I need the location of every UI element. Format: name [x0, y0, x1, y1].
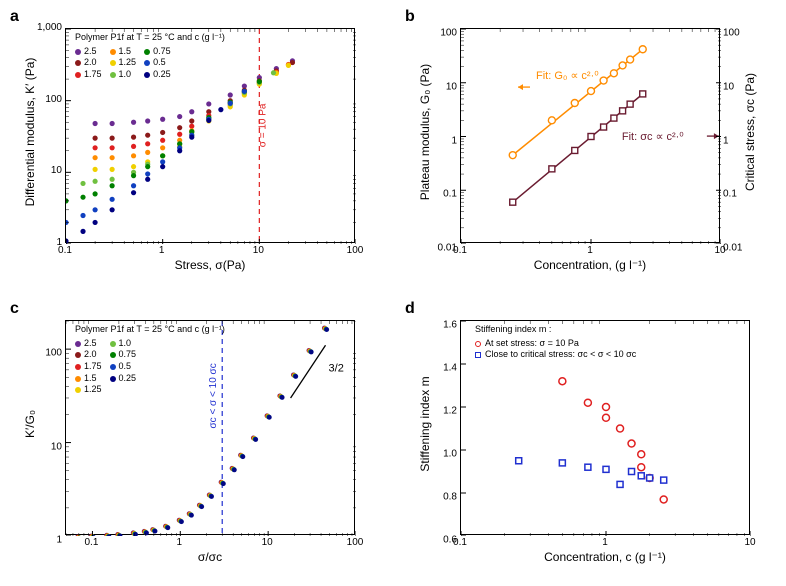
- xlabel-b: Concentration, (g l⁻¹): [460, 258, 720, 272]
- xlabel-c: σ/σc: [65, 550, 355, 564]
- legend-item: Close to critical stress: σc < σ < 10 σc: [475, 349, 636, 361]
- legend-item: 2.0: [75, 349, 102, 361]
- legend-item: 1.5: [110, 46, 137, 58]
- legend-item: 1.5: [75, 373, 102, 385]
- legend-item: 2.5: [75, 46, 102, 58]
- legend-c: Polymer P1f at T = 25 °C and c (g l⁻¹) 2…: [75, 324, 225, 396]
- plot-area-b: Fit: G₀ ∝ c²·⁰ Fit: σc ∝ c²·⁰: [460, 28, 720, 243]
- panel-label-a: a: [10, 8, 19, 26]
- legend-item: 0.75: [144, 46, 171, 58]
- legend-item: 2.0: [75, 57, 102, 69]
- legend-a: Polymer P1f at T = 25 °C and c (g l⁻¹) 2…: [75, 32, 225, 81]
- legend-d: Stiffening index m : At set stress: σ = …: [475, 324, 636, 361]
- panel-a: a σ = 10 Pa Differential modulus, K′ (Pa…: [10, 10, 381, 284]
- xlabel-d: Concentration, c (g l⁻¹): [460, 550, 750, 564]
- legend-item: 1.0: [110, 69, 137, 81]
- panel-label-c: c: [10, 300, 19, 318]
- xlabel-a: Stress, σ(Pa): [65, 258, 355, 272]
- ylabel-b-left: Plateau modulus, G₀ (Pa): [418, 32, 432, 232]
- ylabel-c: K′/G₀: [23, 354, 37, 494]
- legend-title-c: Polymer P1f at T = 25 °C and c (g l⁻¹): [75, 324, 225, 336]
- panel-d: d Stiffening index m Concentration, c (g…: [405, 302, 776, 576]
- legend-title-a: Polymer P1f at T = 25 °C and c (g l⁻¹): [75, 32, 225, 44]
- ylabel-b-right: Critical stress, σc (Pa): [743, 32, 757, 232]
- legend-item: 2.5: [75, 338, 102, 350]
- svg-text:Fit: σc ∝ c²·⁰: Fit: σc ∝ c²·⁰: [622, 131, 684, 143]
- legend-item: 1.75: [75, 69, 102, 81]
- ylabel-a: Differential modulus, K′ (Pa): [23, 32, 37, 232]
- panel-label-b: b: [405, 8, 415, 26]
- legend-item: 0.5: [144, 57, 171, 69]
- svg-text:σ = 10 Pa: σ = 10 Pa: [257, 103, 268, 147]
- legend-item: 1.25: [75, 384, 102, 396]
- panel-b: b Fit: G₀ ∝ c²·⁰ Fit: σc ∝ c²·⁰ Plateau m…: [405, 10, 776, 284]
- legend-item: At set stress: σ = 10 Pa: [475, 338, 636, 350]
- legend-item: 0.5: [110, 361, 137, 373]
- legend-item: 1.25: [110, 57, 137, 69]
- panel-c: c σc < σ < 10 σc3/2 K′/G₀ σ/σc Polymer P…: [10, 302, 381, 576]
- legend-item: 0.75: [110, 349, 137, 361]
- legend-item: 0.25: [144, 69, 171, 81]
- legend-title-d: Stiffening index m :: [475, 324, 636, 336]
- legend-item: 0.25: [110, 373, 137, 385]
- svg-text:Fit: G₀ ∝ c²·⁰: Fit: G₀ ∝ c²·⁰: [536, 70, 599, 82]
- svg-text:3/2: 3/2: [329, 363, 344, 375]
- legend-item: 1.0: [110, 338, 137, 350]
- figure-grid: a σ = 10 Pa Differential modulus, K′ (Pa…: [10, 10, 776, 576]
- panel-label-d: d: [405, 300, 415, 318]
- legend-item: 1.75: [75, 361, 102, 373]
